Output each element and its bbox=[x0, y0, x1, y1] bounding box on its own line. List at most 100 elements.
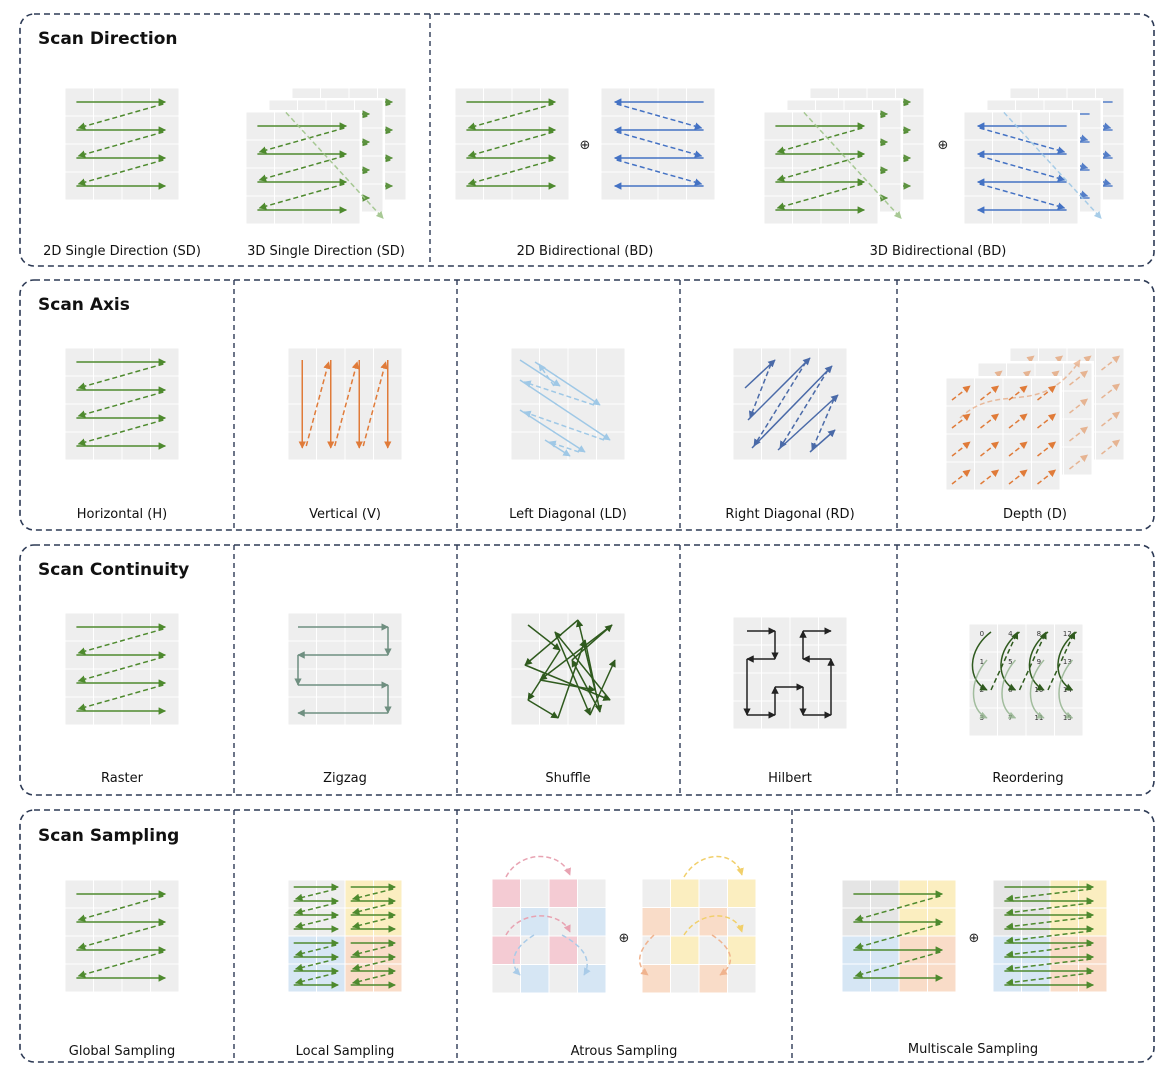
grid-cell bbox=[597, 669, 625, 697]
grid-cell bbox=[642, 879, 670, 907]
scan-arrow bbox=[747, 357, 811, 421]
grid-cell bbox=[511, 669, 539, 697]
dashed-scan-arrow bbox=[77, 103, 164, 130]
depth-scan-layer bbox=[951, 385, 1057, 485]
dashed-scan-arrow bbox=[1005, 958, 1092, 972]
reverse-raster-scan bbox=[976, 122, 1067, 214]
grid-cell bbox=[993, 880, 1021, 908]
grid-cell bbox=[1079, 964, 1107, 992]
grid-cell bbox=[762, 348, 790, 376]
dashed-scan-arrow bbox=[77, 131, 164, 158]
grid-cell bbox=[345, 964, 373, 992]
grid-cell bbox=[733, 432, 761, 460]
grid-cell bbox=[1022, 908, 1050, 936]
dashed-scan-arrow bbox=[776, 183, 863, 210]
dashed-scan-arrow bbox=[258, 127, 345, 154]
dashed-scan-arrow bbox=[990, 631, 1019, 691]
grid-cell bbox=[728, 936, 756, 964]
grid-cell bbox=[597, 404, 625, 432]
dashed-scan-arrow bbox=[77, 391, 164, 418]
token-index-label: 0 bbox=[980, 630, 984, 638]
curved-scan-arrow bbox=[1029, 659, 1045, 719]
dashed-scan-arrow bbox=[1008, 413, 1028, 429]
grid-cell bbox=[975, 406, 1003, 434]
grid-cell bbox=[511, 613, 539, 641]
scan-arrow bbox=[554, 631, 591, 716]
scan-arrow bbox=[519, 359, 561, 387]
dashed-scan-arrow bbox=[334, 361, 360, 447]
grid-cell bbox=[1032, 462, 1060, 490]
dashed-scan-arrow bbox=[1069, 454, 1089, 470]
dashed-scan-arrow bbox=[980, 413, 1000, 429]
token-grid bbox=[642, 879, 756, 993]
dashed-scan-arrow bbox=[1037, 413, 1057, 429]
dashed-scan-arrow bbox=[351, 888, 394, 902]
caption-left-diagonal: Left Diagonal (LD) bbox=[509, 507, 627, 522]
scan-arrow bbox=[534, 361, 601, 406]
curved-scan-arrow bbox=[683, 855, 744, 878]
grid-cell bbox=[511, 348, 539, 376]
grid-cell bbox=[1064, 391, 1092, 419]
curved-scan-arrow bbox=[1000, 631, 1020, 691]
dashed-scan-arrow bbox=[1101, 383, 1121, 399]
grid-cell bbox=[492, 879, 520, 907]
section-scan-axis: Scan Axis Horizontal (H) Vertical (V) Le… bbox=[19, 279, 1155, 531]
raster-scan bbox=[257, 122, 348, 214]
scan-arrow bbox=[524, 619, 579, 666]
curved-scan-arrow bbox=[505, 915, 571, 936]
token-index-label: 1 bbox=[980, 658, 984, 666]
raster-scan bbox=[76, 890, 167, 982]
dashed-scan-arrow bbox=[776, 155, 863, 182]
section-title: Scan Axis bbox=[38, 295, 130, 315]
grid-cell bbox=[642, 936, 670, 964]
token-grid bbox=[288, 613, 402, 725]
dashed-scan-arrow bbox=[1008, 441, 1028, 457]
dashed-scan-arrow bbox=[1101, 439, 1121, 455]
caption-atrous-sampling: Atrous Sampling bbox=[571, 1044, 678, 1059]
dashed-scan-arrow bbox=[1008, 385, 1028, 401]
grid-cell bbox=[1096, 376, 1124, 404]
grid-cell bbox=[819, 432, 847, 460]
row1-drawings bbox=[65, 86, 1126, 226]
grid-cell bbox=[549, 879, 577, 907]
caption-shuffle: Shuffle bbox=[545, 771, 590, 786]
dashed-scan-arrow bbox=[1005, 916, 1092, 930]
dashed-scan-arrow bbox=[294, 972, 337, 986]
grid-cell bbox=[819, 348, 847, 376]
section-frame bbox=[19, 809, 1155, 1063]
scan-arrow bbox=[527, 699, 559, 719]
grid-cell bbox=[1032, 434, 1060, 462]
dashed-scan-arrow bbox=[776, 127, 863, 154]
grid-cell bbox=[578, 908, 606, 936]
scan-arrow bbox=[519, 409, 586, 453]
curved-scan-arrow bbox=[1058, 659, 1074, 719]
grid-cell bbox=[1022, 880, 1050, 908]
caption-3d-bidirectional: 3D Bidirectional (BD) bbox=[870, 244, 1007, 259]
section-frame bbox=[19, 279, 1155, 531]
dashed-scan-arrow bbox=[77, 628, 164, 655]
dashed-scan-arrow bbox=[294, 958, 337, 972]
dashed-scan-arrow bbox=[1069, 426, 1089, 442]
caption-local-sampling: Local Sampling bbox=[296, 1044, 395, 1059]
grid-cell bbox=[946, 378, 974, 406]
plus-operator: ⊕ bbox=[580, 138, 591, 153]
dashed-scan-arrow bbox=[753, 361, 807, 447]
dashed-scan-arrow bbox=[1101, 355, 1121, 371]
grid-cell bbox=[671, 879, 699, 907]
dashed-scan-arrow bbox=[1037, 385, 1057, 401]
grid-cell bbox=[1003, 434, 1031, 462]
grid-cell bbox=[671, 965, 699, 993]
token-grid bbox=[492, 879, 606, 993]
grid-cell bbox=[699, 965, 727, 993]
section-scan-sampling: Scan Sampling Global Sampling Local Samp… bbox=[19, 809, 1155, 1063]
raster-scan bbox=[775, 122, 866, 214]
caption-global-sampling: Global Sampling bbox=[69, 1044, 175, 1059]
grid-cell bbox=[790, 376, 818, 404]
dashed-scan-arrow bbox=[362, 361, 388, 447]
grid-cell bbox=[1022, 936, 1050, 964]
grid-cell bbox=[1026, 708, 1054, 736]
raster-scan bbox=[853, 890, 944, 982]
grid-cell bbox=[288, 964, 316, 992]
raster-scan bbox=[76, 98, 167, 190]
